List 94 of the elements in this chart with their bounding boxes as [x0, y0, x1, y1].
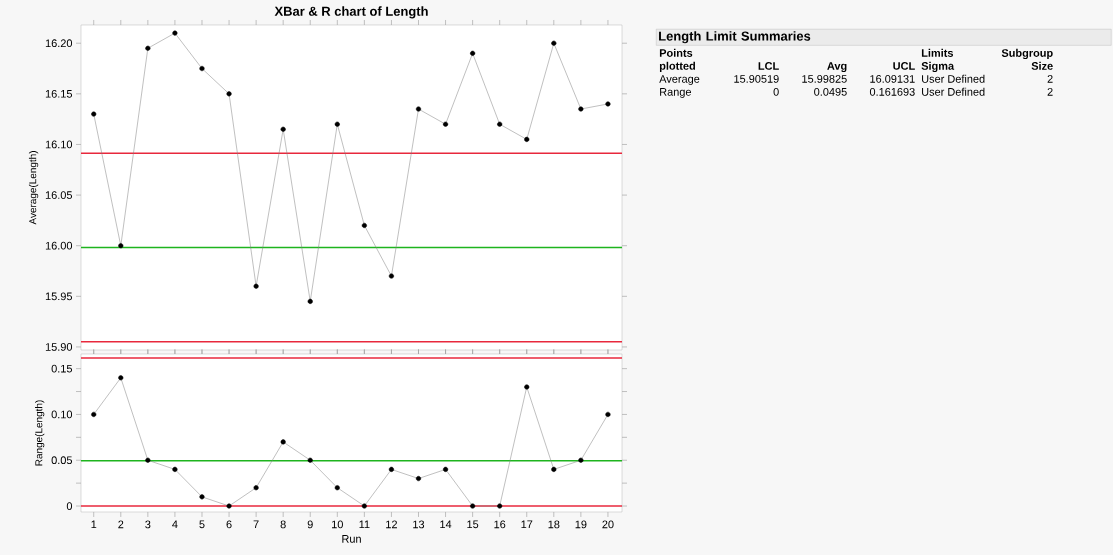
x-tick-label: 12 [386, 520, 397, 529]
text: 15.90519 [734, 75, 779, 83]
point [388, 273, 394, 279]
y-axis-title: Range(Length) [35, 400, 45, 466]
x-tick-label: 20 [602, 520, 614, 529]
y-tick-label: 0.05 [51, 456, 73, 465]
point [307, 457, 313, 463]
text: User Defined [922, 87, 985, 96]
point [415, 476, 422, 482]
point [578, 106, 584, 112]
point [470, 50, 476, 56]
x-tick-label: 2 [118, 520, 124, 529]
text: User Defined [922, 74, 985, 83]
point [172, 466, 178, 472]
y-tick-label: 15.90 [45, 343, 73, 351]
text: 15.99825 [802, 75, 847, 83]
x-tick-label: 8 [280, 520, 286, 529]
x-tick-label: 1 [91, 520, 97, 529]
point [253, 283, 259, 289]
text: 16.09131 [870, 75, 915, 83]
y-tick-label: 16.00 [45, 241, 73, 250]
point [551, 466, 557, 472]
text: Average [659, 75, 700, 85]
point [551, 40, 557, 46]
text: 0 [773, 88, 779, 96]
text: 2 [1047, 88, 1053, 96]
point [307, 298, 313, 304]
x-tick-label: 16 [494, 520, 506, 529]
x-tick-label: 6 [226, 520, 232, 529]
text: Length Limit Summaries [659, 31, 811, 44]
point [280, 126, 286, 132]
point [605, 101, 611, 107]
text: Limits Sigma [921, 48, 955, 73]
text: 2 [1047, 75, 1053, 83]
text: LCL [758, 62, 779, 70]
text: 0.0495 [814, 88, 847, 96]
text: Subgroup Size [1001, 48, 1053, 70]
y-tick-label: 15.95 [45, 292, 73, 301]
point [524, 136, 530, 142]
point [578, 457, 584, 463]
point [280, 439, 286, 445]
x-tick-label: 3 [145, 520, 151, 529]
x-tick-label: 13 [413, 520, 425, 529]
point [443, 121, 449, 127]
point [415, 106, 422, 112]
point [334, 121, 340, 127]
chart-title: XBar & R chart of Length [274, 6, 428, 19]
x-tick-label: 18 [548, 520, 560, 529]
point [226, 91, 232, 97]
point [334, 485, 340, 491]
point [91, 411, 97, 417]
point [443, 466, 449, 472]
y-tick-label: 16.20 [45, 39, 73, 48]
point [361, 503, 367, 509]
point [199, 65, 205, 72]
x-tick-label: 19 [575, 520, 587, 529]
x-tick-label: 11 [359, 520, 370, 529]
point [497, 503, 503, 509]
point [361, 222, 367, 228]
point [91, 111, 97, 117]
x-tick-label: 5 [199, 520, 205, 529]
point [388, 466, 394, 472]
x-tick-label: 14 [440, 520, 452, 529]
y-tick-label: 16.05 [45, 191, 73, 199]
x-tick-label: 15 [467, 520, 479, 529]
point [145, 45, 151, 51]
x-tick-label: 17 [521, 520, 533, 529]
text: 0.161693 [869, 88, 915, 96]
y-tick-label: 16.10 [45, 140, 73, 149]
text: Avg [827, 62, 847, 73]
x-tick-label: 10 [332, 520, 343, 529]
point [524, 384, 530, 390]
text: Range [660, 88, 691, 98]
y-tick-label: 0 [66, 502, 73, 510]
point [470, 503, 476, 509]
point [172, 30, 178, 36]
x-tick-label: 9 [307, 520, 313, 529]
x-tick-label: 7 [253, 520, 259, 529]
text: UCL [893, 62, 915, 70]
point [605, 411, 611, 417]
point [199, 494, 205, 500]
point [145, 457, 151, 463]
point [226, 503, 232, 509]
point [118, 375, 124, 381]
point [118, 243, 124, 249]
y-tick-label: 0.15 [51, 364, 73, 373]
point [253, 485, 259, 491]
y-axis-title: Average(Length) [28, 151, 39, 225]
x-axis-title: Run [342, 535, 361, 543]
y-tick-label: 16.15 [45, 89, 73, 98]
text: Points plotted [659, 48, 695, 72]
y-tick-label: 0.10 [51, 410, 73, 419]
point [497, 121, 503, 127]
x-tick-label: 4 [172, 520, 178, 529]
